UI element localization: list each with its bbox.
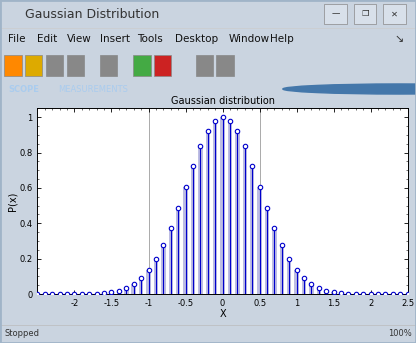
Text: Insert: Insert <box>100 34 130 44</box>
X-axis label: X: X <box>219 309 226 319</box>
Bar <box>25 55 42 75</box>
Text: View: View <box>67 34 91 44</box>
Bar <box>216 55 234 75</box>
Text: ↘: ↘ <box>394 34 404 44</box>
Text: —: — <box>332 10 340 19</box>
Text: Stopped: Stopped <box>4 330 39 339</box>
FancyBboxPatch shape <box>354 4 376 24</box>
Bar <box>100 55 117 75</box>
Bar <box>67 55 84 75</box>
Bar <box>4 55 22 75</box>
Text: File: File <box>8 34 26 44</box>
FancyBboxPatch shape <box>324 4 347 24</box>
Text: Help: Help <box>270 34 294 44</box>
Text: 100%: 100% <box>388 330 412 339</box>
Text: MEASUREMENTS: MEASUREMENTS <box>58 84 128 94</box>
Text: Desktop: Desktop <box>175 34 218 44</box>
Circle shape <box>283 84 416 94</box>
Text: SCOPE: SCOPE <box>8 84 39 94</box>
Text: Tools: Tools <box>137 34 163 44</box>
Title: Gaussian distribution: Gaussian distribution <box>171 96 275 106</box>
Bar <box>196 55 213 75</box>
Text: ✕: ✕ <box>391 10 397 19</box>
Text: Gaussian Distribution: Gaussian Distribution <box>25 8 159 21</box>
Bar <box>46 55 63 75</box>
Y-axis label: P(x): P(x) <box>8 191 18 211</box>
Text: Edit: Edit <box>37 34 58 44</box>
Bar <box>133 55 151 75</box>
FancyBboxPatch shape <box>383 4 406 24</box>
Bar <box>154 55 171 75</box>
Text: ❒: ❒ <box>361 10 369 19</box>
Text: Window: Window <box>229 34 270 44</box>
